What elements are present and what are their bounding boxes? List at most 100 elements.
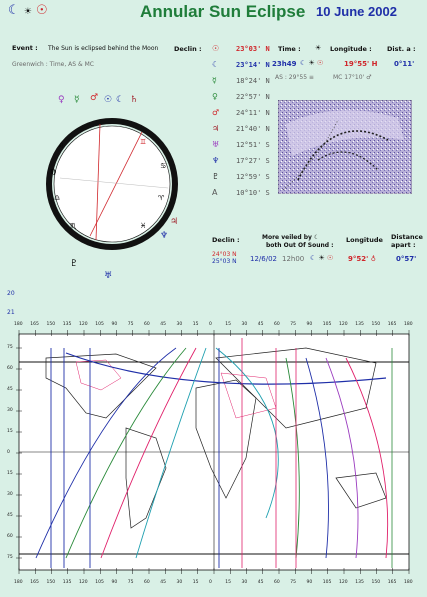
- astro-chart-wheel: ♀ ☿ ♂ ☉ ☾ ♄ ♆ ♃ ♇ ♅ ♌ ♍ ♎ ♏ ♊ ♋ ♈ ♓: [46, 93, 178, 281]
- top-tick-label: 120: [79, 322, 88, 327]
- bottom-tick-label: 90: [306, 580, 313, 585]
- svg-text:♈: ♈: [158, 194, 165, 202]
- svg-text:♊: ♊: [140, 138, 146, 146]
- svg-text:♓: ♓: [140, 222, 146, 230]
- bottom-tick-label: 165: [387, 580, 397, 585]
- midheaven-text: MC 17°10' ♂: [333, 74, 372, 81]
- declination-value: 10°10' S: [236, 189, 270, 197]
- declination-glyph: ♃: [212, 124, 220, 133]
- lat-tick-label: 45: [7, 513, 13, 518]
- declination-glyph: ☾: [212, 60, 220, 69]
- top-tick-label: 135: [355, 322, 364, 327]
- declination-glyph: A: [212, 188, 218, 197]
- top-tick-label: 30: [176, 322, 183, 327]
- bottom-tick-label: 30: [241, 580, 248, 585]
- lat-tick-label: 60: [7, 366, 13, 371]
- lower-distance-value: 0°57': [396, 255, 417, 263]
- bottom-tick-label: 0: [209, 580, 212, 585]
- bottom-tick-label: 75: [290, 580, 296, 585]
- moon-icon: ☾: [8, 3, 20, 18]
- top-tick-label: 150: [46, 322, 56, 327]
- top-tick-label: 45: [257, 322, 264, 327]
- bottom-tick-label: 75: [127, 580, 134, 585]
- declination-value: 12°59' S: [236, 173, 270, 181]
- lat-tick-label: 75: [7, 555, 13, 560]
- top-tick-label: 180: [404, 322, 413, 327]
- declination-glyph: ♅: [212, 140, 220, 149]
- bottom-tick-label: 60: [144, 580, 150, 585]
- bottom-tick-label: 30: [176, 580, 183, 585]
- lower-decl-sun: 24°03 N: [212, 251, 237, 258]
- top-tick-label: 150: [371, 322, 381, 327]
- bottom-tick-label: 150: [371, 580, 381, 585]
- lower-longitude-value: 9°52' ♁: [348, 255, 376, 263]
- bottom-tick-label: 120: [339, 580, 348, 585]
- declination-glyph: ♀: [212, 92, 218, 101]
- event-label: Event :: [12, 44, 38, 52]
- bottom-tick-label: 165: [30, 580, 39, 585]
- declination-glyph: ♂: [212, 108, 220, 117]
- top-tick-label: 45: [160, 322, 166, 327]
- svg-text:♂: ♂: [90, 93, 98, 103]
- top-tick-label: 90: [306, 322, 313, 327]
- svg-text:♎: ♎: [54, 194, 60, 202]
- page-number-21: 21: [7, 309, 15, 316]
- top-tick-label: 120: [339, 322, 348, 327]
- event-date: 10 June 2002: [316, 4, 397, 19]
- eclipse-path-thumbnail: [278, 100, 412, 194]
- lat-tick-label: 0: [7, 450, 10, 455]
- top-tick-label: 105: [95, 322, 104, 327]
- lower-symbols: ☾ ☀ ☉: [310, 254, 334, 262]
- top-tick-label: 0: [209, 322, 212, 327]
- top-tick-label: 165: [387, 322, 397, 327]
- lower-distance-label-2: apart :: [391, 241, 416, 249]
- bottom-tick-label: 180: [14, 580, 23, 585]
- lat-tick-label: 45: [7, 387, 13, 392]
- lat-tick-label: 60: [7, 534, 13, 539]
- top-tick-label: 30: [241, 322, 248, 327]
- page-title: Annular Sun Eclipse: [140, 2, 306, 21]
- page-number-20: 20: [7, 290, 15, 297]
- moon-veiled-note: More veiled by ☾: [262, 234, 320, 241]
- moon-veiled-note-2: both Out Of Sound :: [266, 242, 334, 249]
- lat-tick-label: 30: [7, 408, 13, 413]
- event-text: The Sun is eclipsed behind the Moon: [48, 45, 159, 52]
- longitude-value: 19°55' H: [344, 60, 378, 68]
- bottom-tick-label: 135: [355, 580, 364, 585]
- svg-text:☾: ☾: [116, 95, 124, 105]
- declination-value: 21°40' N: [236, 125, 270, 133]
- declination-value: 23°14' N: [236, 61, 270, 69]
- lower-declin-label: Declin :: [212, 236, 240, 244]
- declination-glyph: ♆: [212, 156, 220, 165]
- distance-label: Dist. a :: [387, 45, 416, 53]
- declination-value: 12°51' S: [236, 141, 270, 149]
- lower-date: 12/6/02: [250, 255, 277, 263]
- sun-icon: ☀: [23, 7, 32, 17]
- top-tick-label: 15: [192, 322, 199, 327]
- declination-value: 23°03' N: [236, 45, 270, 53]
- svg-text:♀: ♀: [58, 95, 65, 105]
- top-tick-label: 60: [144, 322, 150, 327]
- svg-text:☉: ☉: [104, 95, 112, 105]
- svg-text:♅: ♅: [104, 271, 112, 281]
- declination-value: 18°24' N: [236, 77, 270, 85]
- top-tick-label: 180: [14, 322, 23, 327]
- bottom-tick-label: 150: [46, 580, 56, 585]
- top-tick-label: 60: [274, 322, 280, 327]
- svg-text:♌: ♌: [58, 142, 64, 150]
- declination-glyph: ☿: [212, 76, 217, 85]
- top-tick-label: 75: [127, 322, 134, 327]
- bottom-tick-label: 45: [160, 580, 166, 585]
- bottom-tick-label: 135: [62, 580, 72, 585]
- lat-tick-label: 75: [7, 345, 13, 350]
- svg-text:♃: ♃: [170, 217, 178, 227]
- greenwich-note: Greenwich : Time, AS & MC: [12, 61, 94, 68]
- bottom-tick-label: 120: [79, 580, 88, 585]
- longitude-label: Longitude :: [330, 45, 372, 53]
- bottom-tick-label: 105: [95, 580, 104, 585]
- lower-decl-moon: 25°03 N: [212, 258, 237, 265]
- ascendant-text: AS : 29°55 ≡: [275, 74, 314, 81]
- svg-text:♄: ♄: [130, 95, 138, 105]
- lower-distance-label: Distance: [391, 233, 423, 241]
- lower-longitude-label: Longitude: [346, 236, 383, 244]
